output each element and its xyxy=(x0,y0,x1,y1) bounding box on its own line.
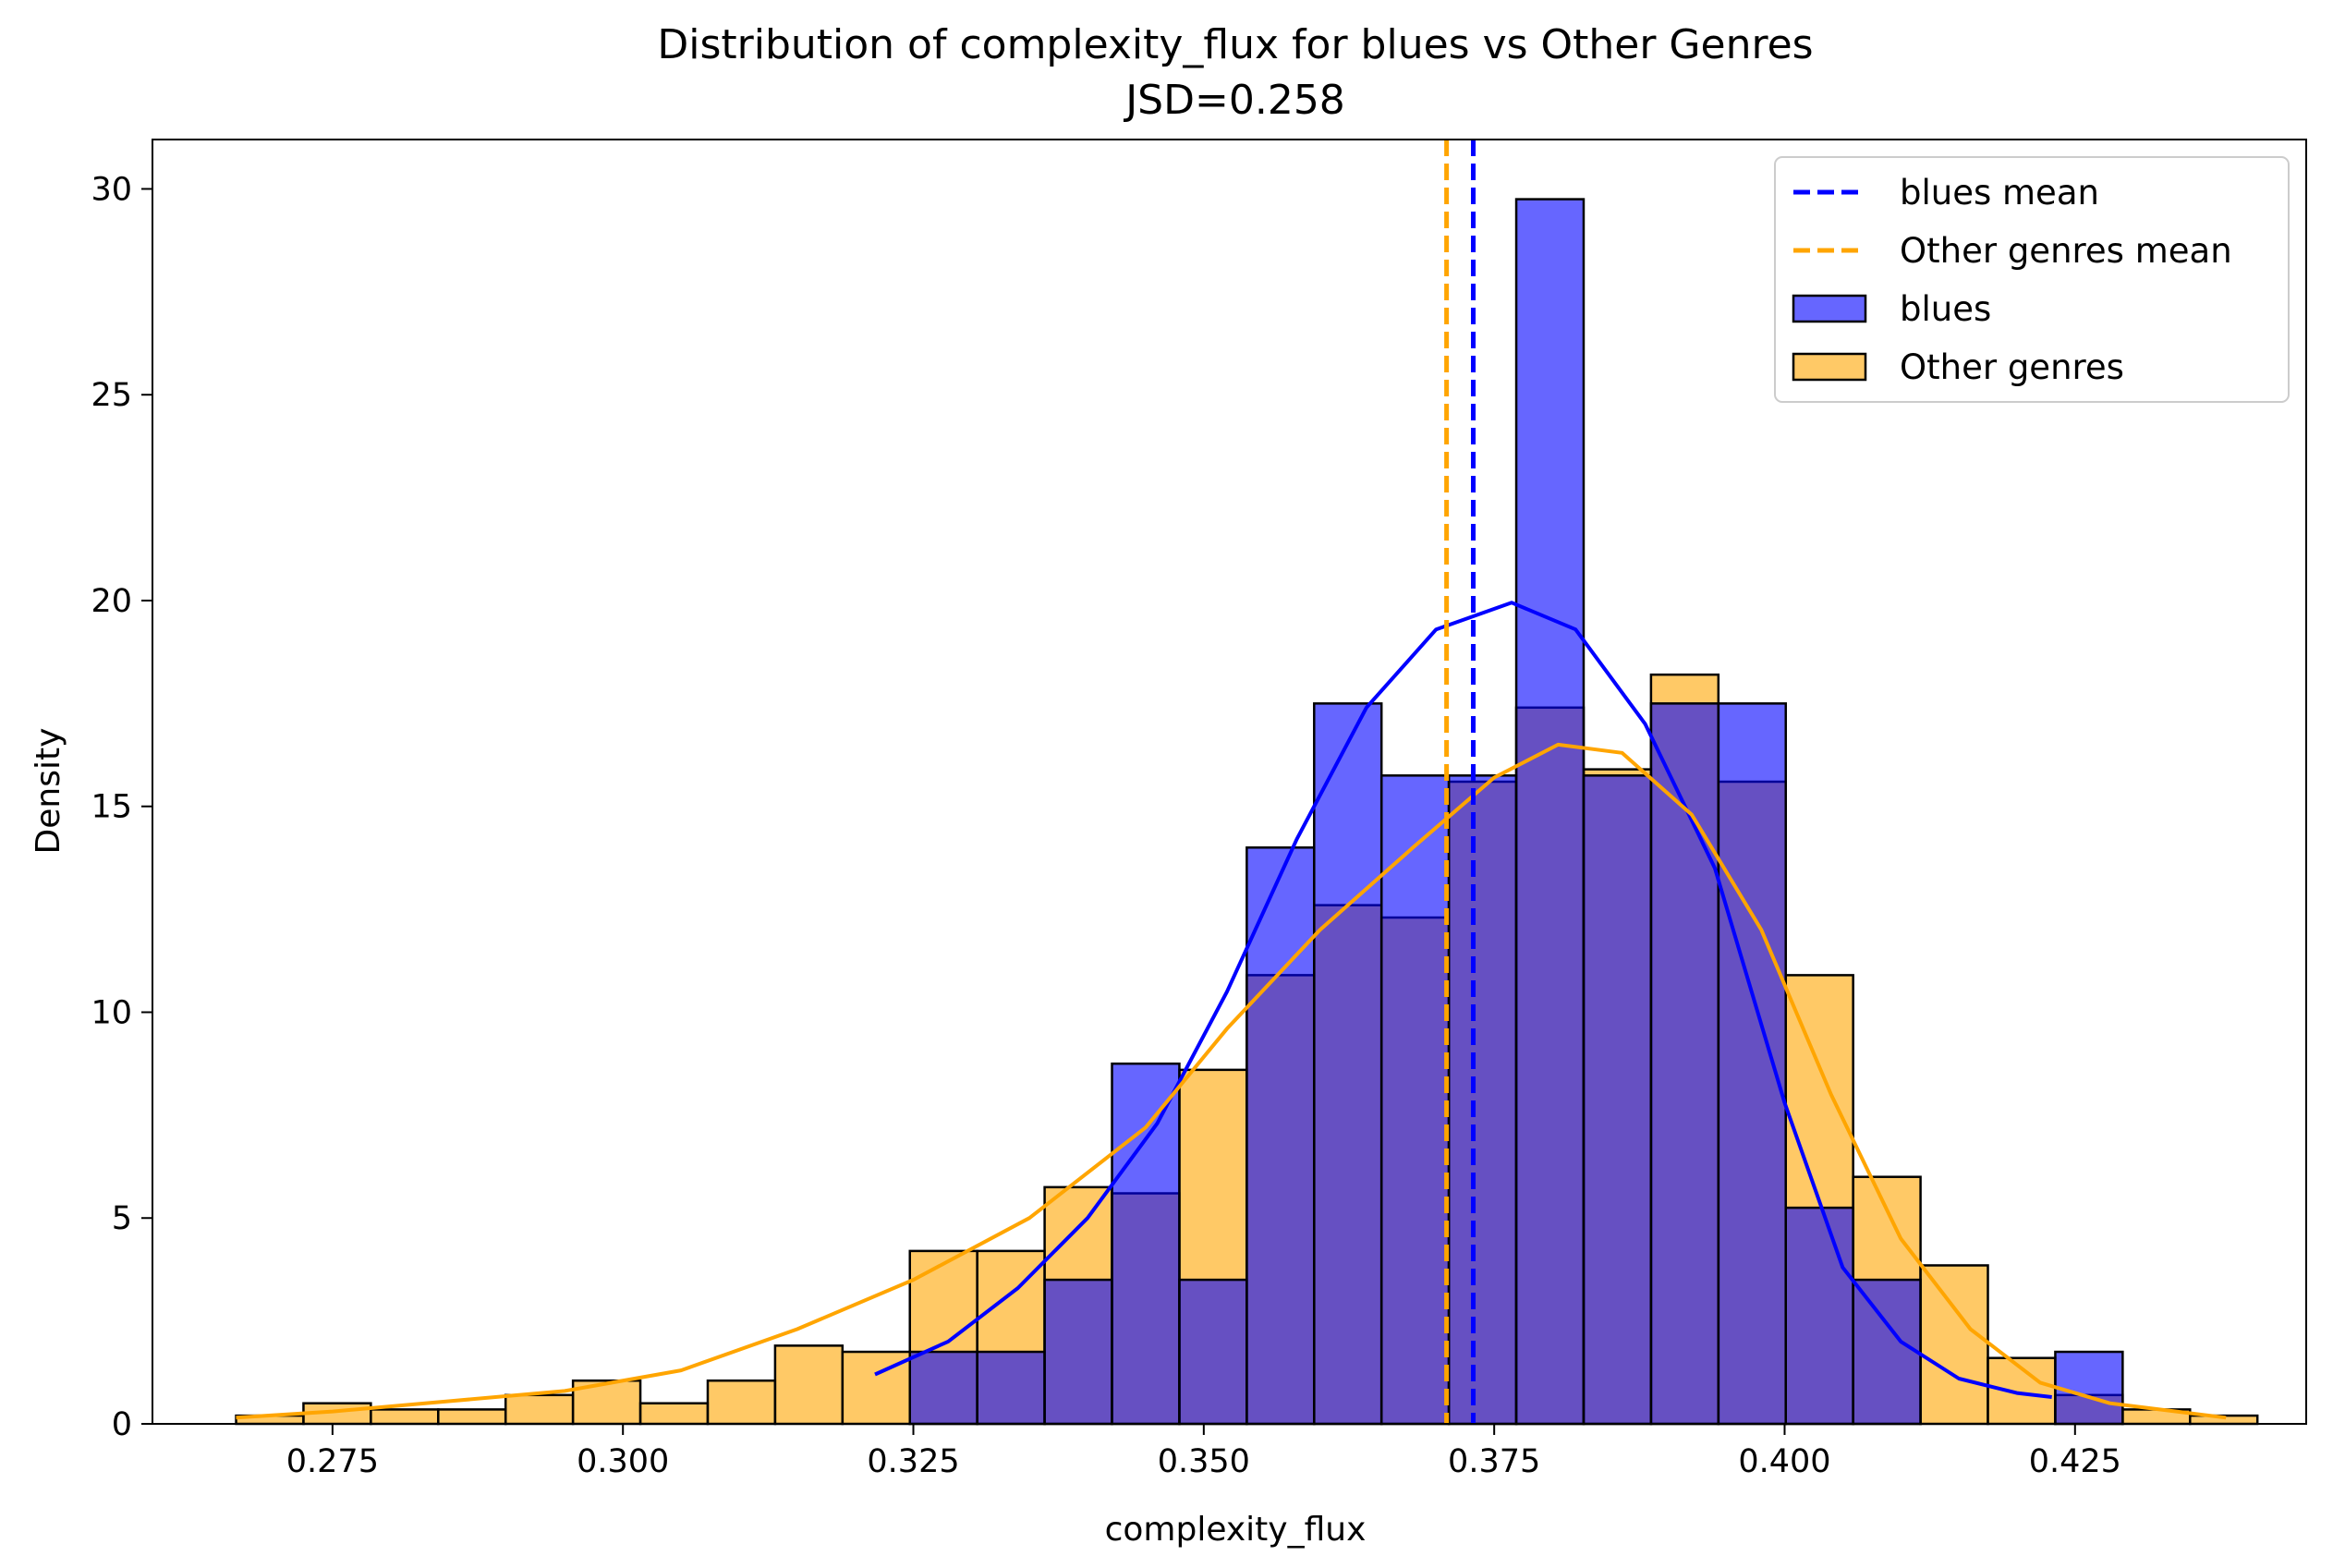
blues-bar xyxy=(1313,702,1383,1426)
blues-bar xyxy=(1447,774,1518,1426)
axes-frame xyxy=(152,139,2307,1425)
blues-bar xyxy=(1717,702,1787,1426)
blues-bar xyxy=(976,1350,1046,1426)
blues-bar xyxy=(1852,1278,1922,1426)
legend-label: Other genres mean xyxy=(1900,231,2232,271)
blues-bar xyxy=(908,1350,978,1426)
other-genres-bar xyxy=(638,1402,710,1426)
other-genres-bar xyxy=(1919,1264,1989,1426)
legend: blues mean Other genres mean blues Other ge… xyxy=(1774,156,2290,403)
x-axis-label: complexity_flux xyxy=(1105,1511,1367,1549)
other-genres-bar xyxy=(504,1393,575,1426)
blues-bar xyxy=(2054,1350,2124,1426)
blues-kde-line xyxy=(874,601,2052,1399)
chart-title: Distribution of complexity_flux for blue… xyxy=(657,21,1813,68)
blues-bar xyxy=(1649,702,1720,1426)
blues-bar xyxy=(1178,1278,1248,1426)
x-tick-label: 0.300 xyxy=(577,1443,669,1480)
plot-area xyxy=(235,140,2259,1426)
axes: 0.275 0.300 0.325 0.350 0.375 0.400 0.425 0 5 10 1… xyxy=(91,139,2307,1480)
blues-bar xyxy=(1379,774,1451,1426)
other-genres-bar xyxy=(370,1408,440,1426)
x-tick-label: 0.350 xyxy=(1158,1443,1250,1480)
other-genres-bar xyxy=(773,1344,844,1426)
y-tick-label: 10 xyxy=(91,994,132,1031)
blues-bar xyxy=(1043,1278,1113,1426)
other-genres-bar xyxy=(437,1408,507,1426)
legend-item: Other genres xyxy=(1792,347,2124,387)
y-tick-label: 0 xyxy=(112,1406,132,1443)
y-tick-label: 20 xyxy=(91,583,132,620)
other-genres-bar xyxy=(706,1379,777,1426)
legend-label: blues xyxy=(1900,289,1991,329)
legend-label: Other genres xyxy=(1900,347,2124,387)
blues-bar xyxy=(1582,774,1653,1426)
x-tick-label: 0.275 xyxy=(286,1443,379,1480)
x-tick-label: 0.425 xyxy=(2029,1443,2121,1480)
legend-item: blues mean xyxy=(1793,173,2099,213)
other-genres-kde-line xyxy=(236,742,2227,1420)
blues-bar xyxy=(1784,1206,1854,1426)
y-tick-label: 15 xyxy=(91,789,132,826)
y-tick-label: 5 xyxy=(112,1200,132,1237)
blues-bar xyxy=(1514,198,1586,1426)
chart-subtitle: JSD=0.258 xyxy=(1123,77,1345,124)
legend-box xyxy=(1774,156,2290,403)
y-axis-label: Density xyxy=(30,728,67,855)
legend-patch-swatch xyxy=(1792,294,1867,323)
x-tick-label: 0.375 xyxy=(1448,1443,1540,1480)
blues-bar xyxy=(1111,1062,1181,1426)
y-tick-label: 25 xyxy=(91,377,132,414)
legend-label: blues mean xyxy=(1900,173,2099,213)
legend-item: Other genres mean xyxy=(1793,231,2232,271)
legend-item: blues xyxy=(1792,289,1991,329)
y-tick-label: 30 xyxy=(91,171,132,208)
x-tick-label: 0.400 xyxy=(1738,1443,1830,1480)
legend-patch-swatch xyxy=(1792,352,1867,382)
blues-bar xyxy=(1245,846,1316,1426)
x-tick-label: 0.325 xyxy=(867,1443,959,1480)
